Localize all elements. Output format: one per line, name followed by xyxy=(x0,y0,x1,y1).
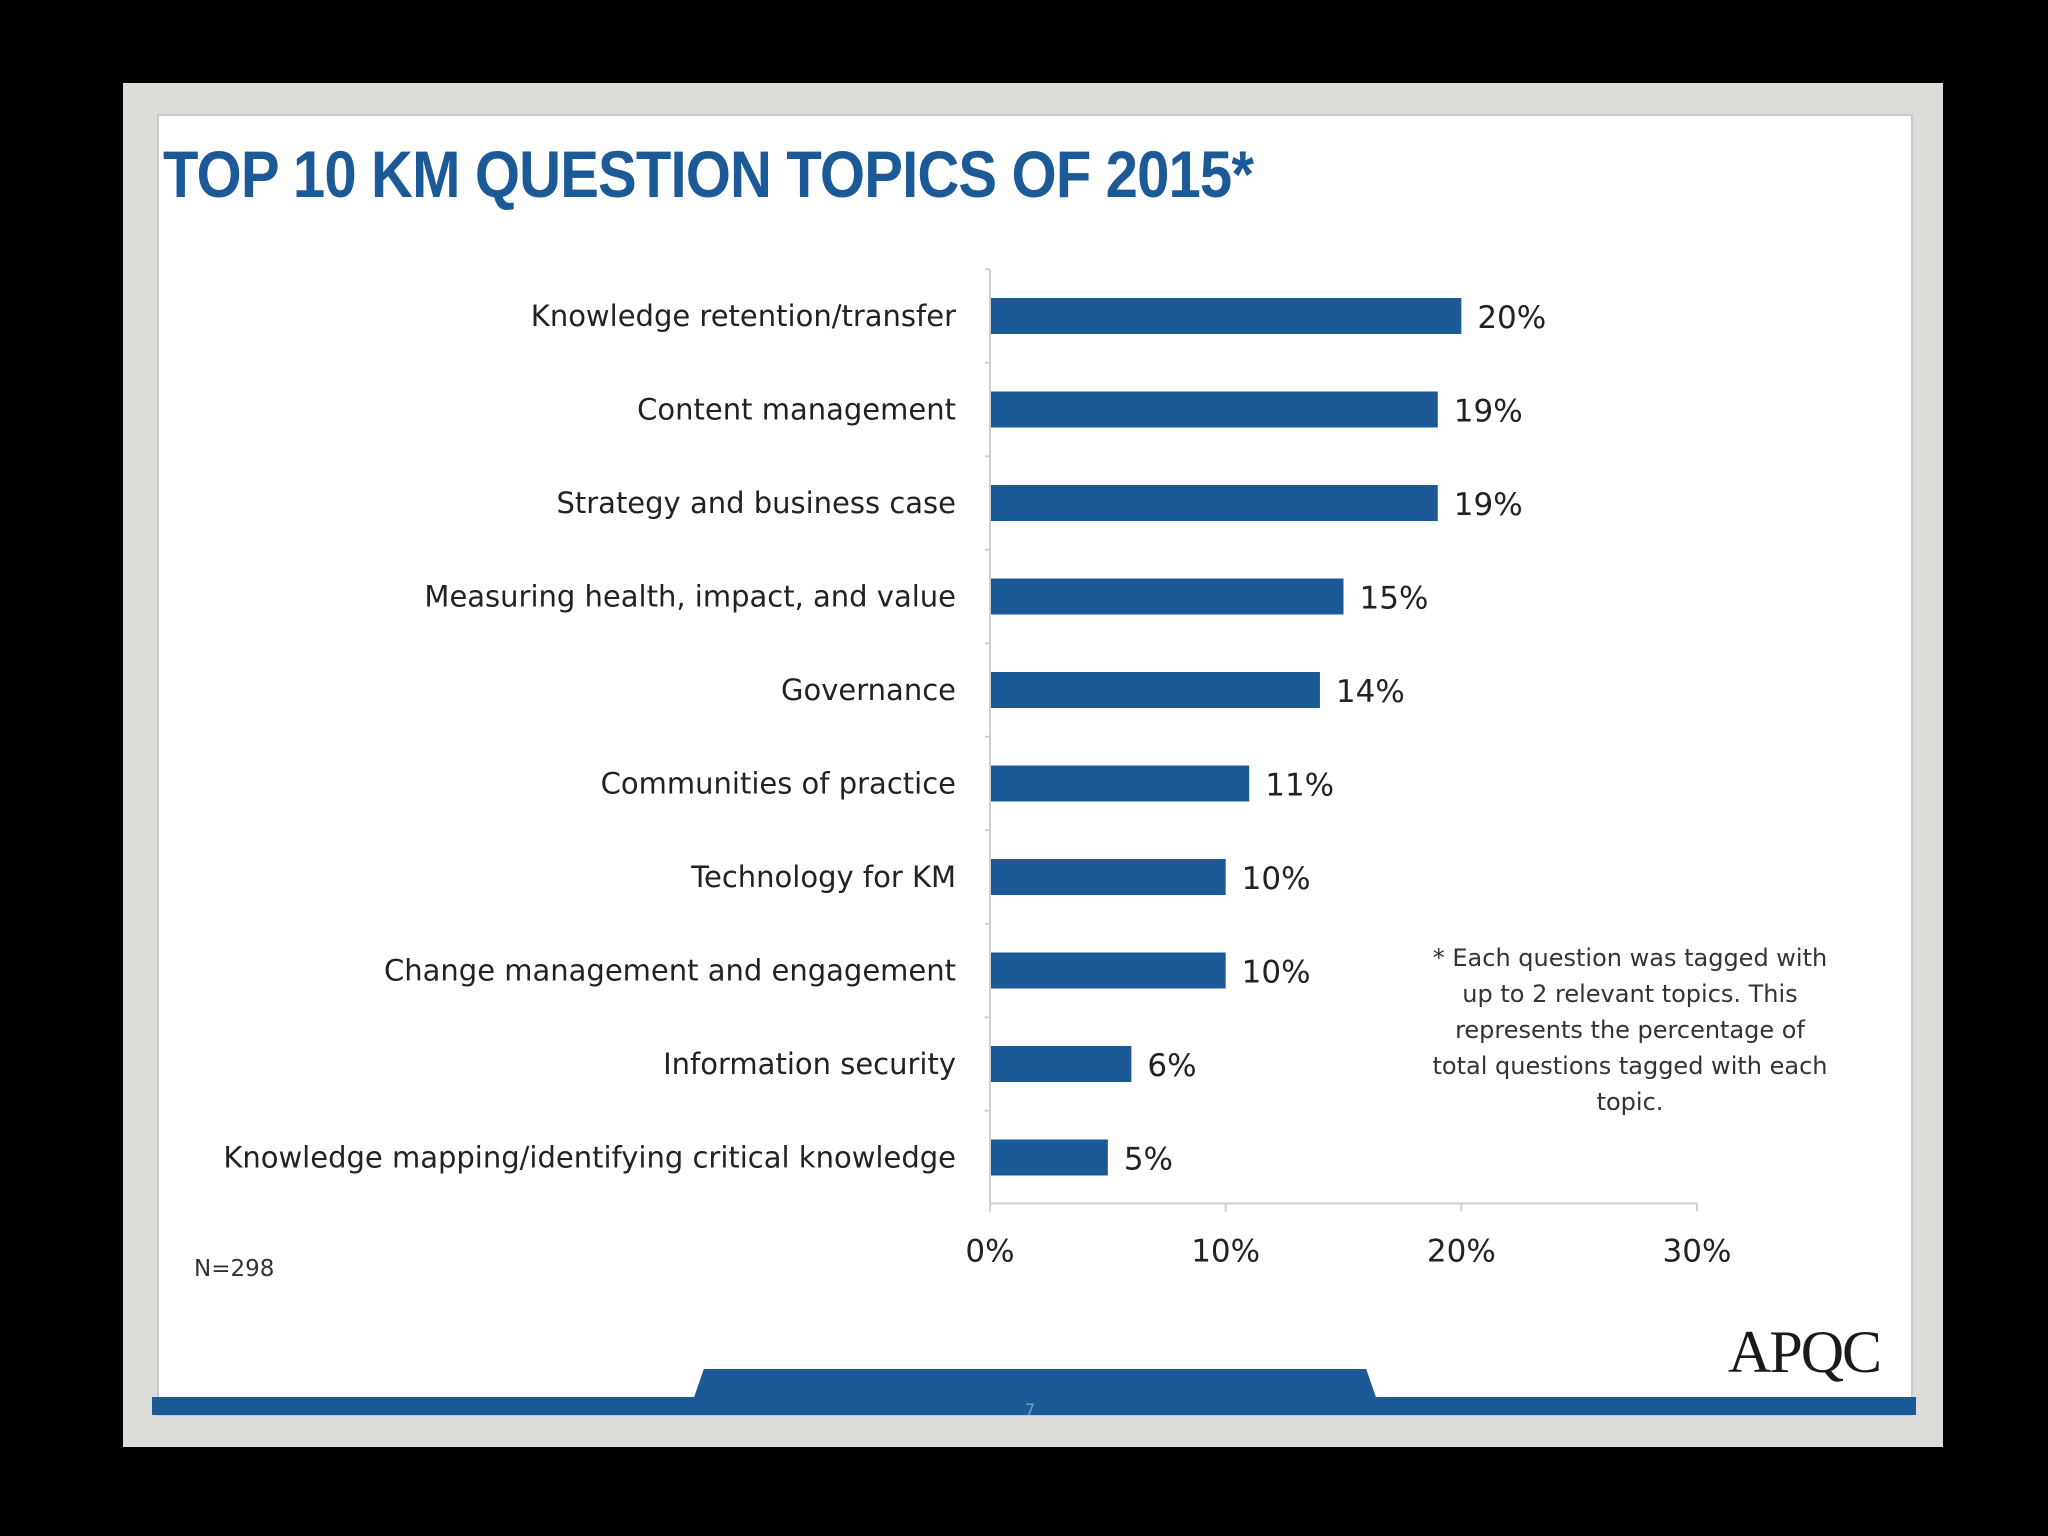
bar xyxy=(990,672,1320,708)
bar xyxy=(990,859,1226,895)
x-tick-label: 10% xyxy=(1191,1234,1260,1270)
axes: 0% 10% 20% 30% xyxy=(965,268,1732,1270)
value-label: 14% xyxy=(1336,674,1405,710)
category-label: Measuring health, impact, and value xyxy=(424,580,956,614)
category-label: Communities of practice xyxy=(601,767,956,801)
category-label: Technology for KM xyxy=(690,860,956,894)
footnote: * Each question was tagged with up to 2 … xyxy=(1432,944,1828,1116)
value-label: 5% xyxy=(1124,1142,1173,1178)
bar xyxy=(990,391,1438,428)
bar xyxy=(990,952,1226,989)
value-label: 10% xyxy=(1242,955,1311,991)
value-label: 19% xyxy=(1454,394,1523,430)
value-label: 19% xyxy=(1454,487,1523,523)
bar xyxy=(990,765,1250,802)
category-label: Strategy and business case xyxy=(556,486,956,520)
bar xyxy=(990,485,1438,521)
category-label: Content management xyxy=(637,393,956,427)
category-label: Knowledge retention/transfer xyxy=(531,299,956,333)
bar xyxy=(990,1046,1132,1082)
apqc-logo: APQC xyxy=(1728,1319,1882,1385)
category-labels: Knowledge retention/transfer Content mana… xyxy=(223,299,956,1175)
bar xyxy=(990,578,1344,615)
category-label: Knowledge mapping/identifying critical k… xyxy=(223,1141,956,1175)
value-label: 10% xyxy=(1242,861,1311,897)
value-label: 11% xyxy=(1265,768,1334,804)
value-label: 20% xyxy=(1477,300,1546,336)
bars xyxy=(990,298,1462,1176)
x-tick-label: 0% xyxy=(965,1234,1014,1270)
category-label: Governance xyxy=(781,673,956,707)
sample-size-note: N=298 xyxy=(194,1256,275,1282)
value-labels: 20% 19% 19% 15% 14% 11% 10% 10% 6% 5% xyxy=(1124,300,1546,1178)
slide-title: TOP 10 KM QUESTION TOPICS OF 2015* xyxy=(163,137,1254,211)
category-label: Information security xyxy=(663,1047,956,1081)
page-number: 7 xyxy=(1025,1400,1036,1419)
category-label: Change management and engagement xyxy=(384,954,956,988)
bar xyxy=(990,298,1462,334)
value-label: 6% xyxy=(1147,1048,1196,1084)
value-label: 15% xyxy=(1360,581,1429,617)
bar xyxy=(990,1139,1108,1176)
x-tick-label: 20% xyxy=(1427,1234,1496,1270)
footer-bar xyxy=(152,1397,1916,1415)
x-tick-label: 30% xyxy=(1663,1234,1732,1270)
